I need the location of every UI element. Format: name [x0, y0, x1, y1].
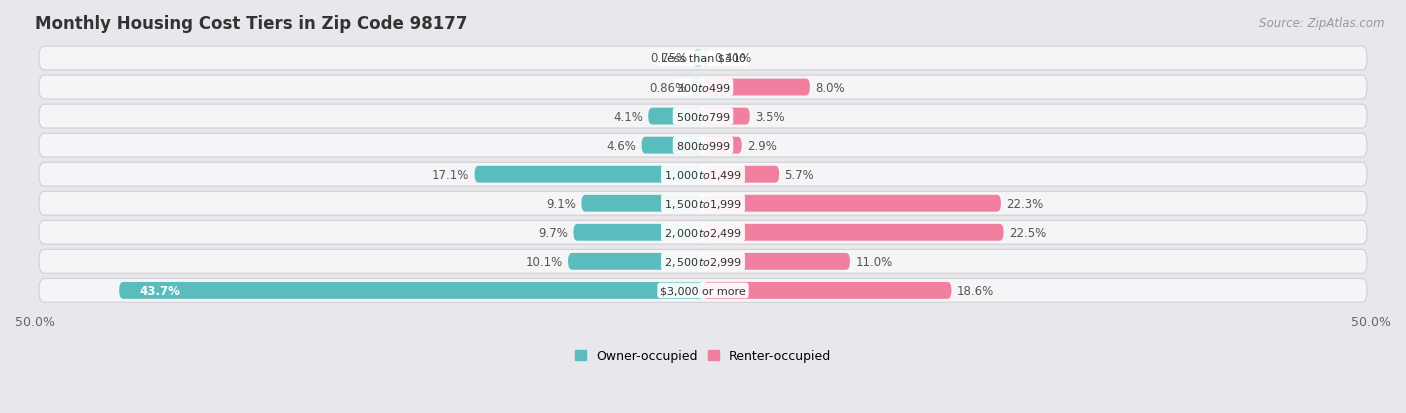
FancyBboxPatch shape — [582, 195, 703, 212]
FancyBboxPatch shape — [475, 166, 703, 183]
Text: Source: ZipAtlas.com: Source: ZipAtlas.com — [1260, 17, 1385, 29]
FancyBboxPatch shape — [703, 50, 709, 67]
Legend: Owner-occupied, Renter-occupied: Owner-occupied, Renter-occupied — [575, 350, 831, 363]
Text: $500 to $799: $500 to $799 — [675, 111, 731, 123]
FancyBboxPatch shape — [39, 250, 1367, 273]
Text: 5.7%: 5.7% — [785, 168, 814, 181]
Text: 8.0%: 8.0% — [815, 81, 845, 94]
Text: 3.5%: 3.5% — [755, 110, 785, 123]
Text: 0.75%: 0.75% — [651, 52, 688, 65]
Text: $1,000 to $1,499: $1,000 to $1,499 — [664, 168, 742, 181]
FancyBboxPatch shape — [703, 79, 810, 96]
Text: 0.86%: 0.86% — [650, 81, 686, 94]
FancyBboxPatch shape — [39, 221, 1367, 244]
Text: 43.7%: 43.7% — [139, 284, 180, 297]
FancyBboxPatch shape — [703, 195, 1001, 212]
FancyBboxPatch shape — [693, 50, 703, 67]
FancyBboxPatch shape — [39, 279, 1367, 303]
Text: 17.1%: 17.1% — [432, 168, 470, 181]
Text: $800 to $999: $800 to $999 — [675, 140, 731, 152]
FancyBboxPatch shape — [568, 253, 703, 270]
FancyBboxPatch shape — [703, 224, 1004, 241]
FancyBboxPatch shape — [39, 134, 1367, 158]
FancyBboxPatch shape — [703, 166, 779, 183]
Text: $2,500 to $2,999: $2,500 to $2,999 — [664, 255, 742, 268]
FancyBboxPatch shape — [120, 282, 703, 299]
FancyBboxPatch shape — [703, 253, 851, 270]
Text: Monthly Housing Cost Tiers in Zip Code 98177: Monthly Housing Cost Tiers in Zip Code 9… — [35, 15, 468, 33]
FancyBboxPatch shape — [39, 47, 1367, 71]
FancyBboxPatch shape — [703, 282, 952, 299]
FancyBboxPatch shape — [39, 105, 1367, 129]
Text: Less than $300: Less than $300 — [661, 54, 745, 64]
FancyBboxPatch shape — [641, 138, 703, 154]
Text: 4.1%: 4.1% — [613, 110, 643, 123]
Text: 0.41%: 0.41% — [714, 52, 751, 65]
Text: $3,000 or more: $3,000 or more — [661, 286, 745, 296]
FancyBboxPatch shape — [39, 76, 1367, 100]
Text: 9.1%: 9.1% — [546, 197, 576, 210]
Text: 22.3%: 22.3% — [1007, 197, 1043, 210]
FancyBboxPatch shape — [692, 79, 703, 96]
FancyBboxPatch shape — [39, 163, 1367, 187]
FancyBboxPatch shape — [703, 138, 742, 154]
Text: 9.7%: 9.7% — [538, 226, 568, 239]
FancyBboxPatch shape — [574, 224, 703, 241]
Text: 11.0%: 11.0% — [855, 255, 893, 268]
Text: $2,000 to $2,499: $2,000 to $2,499 — [664, 226, 742, 239]
Text: 4.6%: 4.6% — [606, 139, 636, 152]
FancyBboxPatch shape — [648, 108, 703, 125]
FancyBboxPatch shape — [39, 192, 1367, 216]
Text: 18.6%: 18.6% — [957, 284, 994, 297]
Text: 10.1%: 10.1% — [526, 255, 562, 268]
Text: 2.9%: 2.9% — [747, 139, 778, 152]
FancyBboxPatch shape — [703, 108, 749, 125]
Text: 22.5%: 22.5% — [1010, 226, 1046, 239]
Text: $300 to $499: $300 to $499 — [675, 82, 731, 94]
Text: $1,500 to $1,999: $1,500 to $1,999 — [664, 197, 742, 210]
